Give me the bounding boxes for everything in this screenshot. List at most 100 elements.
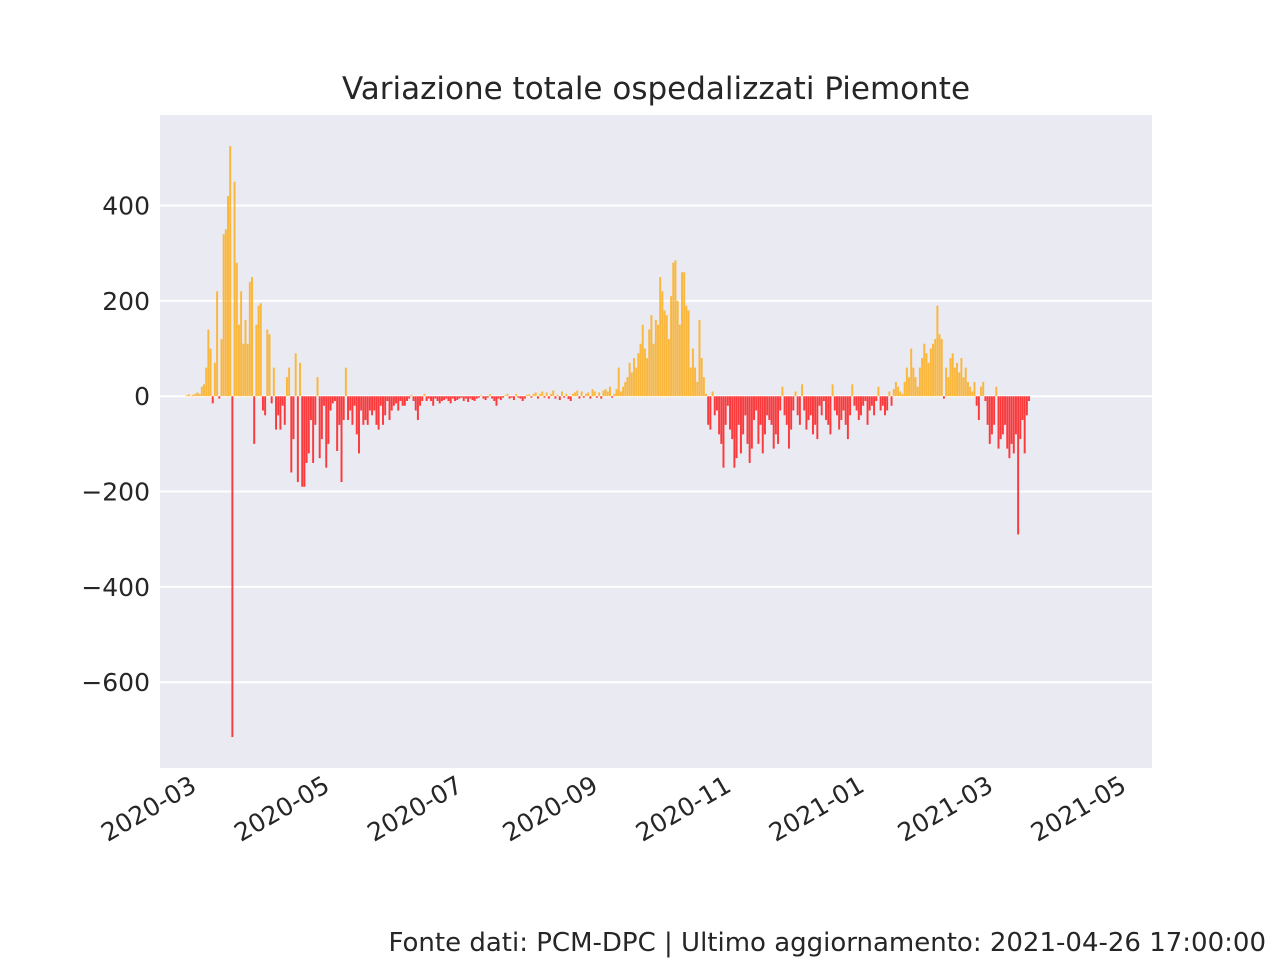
bar bbox=[966, 381, 969, 397]
bar bbox=[670, 296, 673, 397]
bar bbox=[707, 396, 710, 425]
bar bbox=[240, 291, 243, 397]
bar bbox=[473, 396, 476, 401]
bar bbox=[925, 353, 928, 397]
bar bbox=[648, 329, 651, 397]
bar bbox=[624, 381, 627, 397]
bar bbox=[493, 396, 496, 401]
bar bbox=[414, 396, 417, 411]
bar bbox=[436, 396, 439, 401]
bar bbox=[253, 396, 256, 444]
bar bbox=[838, 396, 841, 430]
bar bbox=[462, 396, 465, 401]
bar bbox=[753, 396, 756, 421]
bar bbox=[818, 396, 821, 406]
bar bbox=[657, 324, 659, 397]
y-tick-label: −600 bbox=[81, 668, 150, 697]
bar bbox=[445, 396, 448, 399]
bar bbox=[691, 348, 694, 397]
bar bbox=[279, 396, 282, 430]
bar bbox=[591, 389, 594, 397]
bar bbox=[582, 396, 585, 398]
y-tick-label: 200 bbox=[102, 287, 150, 316]
bar bbox=[595, 396, 598, 398]
bar bbox=[945, 367, 948, 397]
bar bbox=[475, 396, 478, 399]
bar bbox=[419, 396, 422, 406]
bar bbox=[288, 367, 291, 397]
bar bbox=[270, 396, 273, 404]
bar bbox=[434, 396, 437, 399]
bar bbox=[836, 396, 838, 416]
x-tick-label: 2020-05 bbox=[229, 770, 334, 847]
bar bbox=[602, 390, 605, 397]
bar bbox=[1006, 396, 1009, 449]
bar bbox=[918, 367, 921, 397]
bar bbox=[654, 319, 657, 397]
y-axis-ticks: 400 200 0 −200 −400 −600 bbox=[81, 192, 150, 698]
bar bbox=[864, 396, 867, 401]
bar bbox=[842, 396, 845, 411]
bar bbox=[347, 396, 350, 421]
bar bbox=[927, 362, 930, 397]
bar bbox=[198, 393, 201, 397]
bar bbox=[646, 358, 649, 397]
bar bbox=[237, 324, 240, 397]
bar bbox=[619, 391, 622, 397]
bar bbox=[709, 396, 712, 430]
bar bbox=[873, 396, 876, 416]
bar bbox=[685, 305, 688, 397]
y-tick-label: 400 bbox=[102, 192, 150, 221]
bar bbox=[576, 390, 579, 397]
bar bbox=[353, 396, 356, 406]
bar bbox=[779, 396, 782, 411]
bar bbox=[373, 396, 376, 411]
bar bbox=[454, 396, 456, 401]
bar bbox=[246, 343, 249, 397]
bar bbox=[447, 396, 450, 401]
bar bbox=[233, 181, 236, 397]
bar bbox=[560, 391, 563, 397]
bar bbox=[796, 396, 799, 416]
bar bbox=[681, 272, 683, 397]
bar bbox=[218, 396, 221, 399]
bar bbox=[932, 343, 934, 397]
x-tick-label: 2020-03 bbox=[96, 770, 201, 847]
bar bbox=[894, 381, 897, 397]
bar bbox=[1028, 396, 1031, 401]
bar bbox=[421, 396, 424, 401]
bar bbox=[521, 396, 524, 401]
bar bbox=[1004, 396, 1007, 425]
bar bbox=[303, 396, 306, 487]
bar bbox=[910, 348, 913, 397]
bar bbox=[726, 396, 729, 406]
bar bbox=[846, 396, 849, 440]
bar bbox=[641, 324, 644, 397]
bar bbox=[914, 377, 917, 397]
bar bbox=[294, 353, 297, 397]
bar bbox=[268, 334, 271, 397]
bar bbox=[362, 396, 365, 425]
bar bbox=[884, 396, 886, 416]
bar bbox=[908, 377, 910, 397]
bar bbox=[264, 396, 267, 416]
bar bbox=[349, 396, 352, 411]
bar bbox=[307, 396, 310, 454]
bar bbox=[678, 324, 681, 397]
bar bbox=[984, 396, 987, 401]
bar bbox=[283, 396, 286, 425]
bar bbox=[934, 339, 937, 397]
bar bbox=[192, 394, 195, 397]
bar bbox=[814, 396, 817, 425]
bar bbox=[877, 386, 880, 397]
bar bbox=[251, 277, 254, 397]
bar bbox=[395, 396, 398, 404]
bar bbox=[667, 339, 670, 397]
bar bbox=[1014, 396, 1017, 435]
bar bbox=[757, 396, 760, 444]
bar bbox=[822, 396, 825, 401]
bar bbox=[763, 396, 766, 435]
bar bbox=[272, 367, 275, 397]
bar bbox=[366, 396, 369, 425]
bar bbox=[543, 396, 546, 398]
